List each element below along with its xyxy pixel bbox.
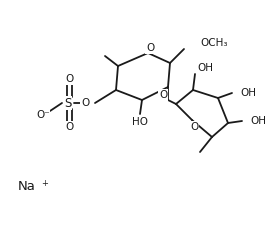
Text: O: O	[65, 74, 73, 84]
Text: O: O	[65, 122, 73, 132]
Text: O: O	[190, 122, 198, 132]
Text: O⁻: O⁻	[36, 110, 50, 120]
Text: OH: OH	[250, 116, 266, 126]
Text: +: +	[41, 179, 48, 188]
Text: OH: OH	[240, 88, 256, 98]
Text: O: O	[81, 98, 89, 108]
Text: S: S	[64, 97, 72, 110]
Text: O: O	[159, 90, 167, 100]
Text: OCH₃: OCH₃	[200, 38, 228, 48]
Text: HO: HO	[132, 117, 148, 127]
Text: OH: OH	[197, 63, 213, 73]
Text: Na: Na	[18, 180, 36, 193]
Text: O: O	[146, 43, 154, 53]
